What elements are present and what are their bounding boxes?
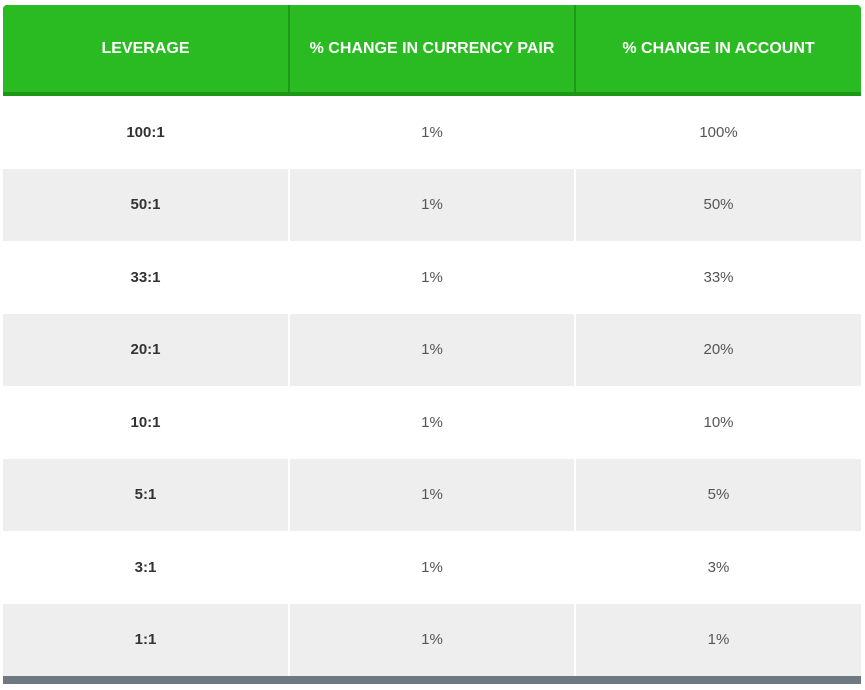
table-cell: 10:1: [130, 413, 161, 431]
table-cell: 50%: [574, 168, 861, 241]
leverage-table: LEVERAGE% CHANGE IN CURRENCY PAIR% CHANG…: [3, 5, 861, 684]
table-row: 3:1 1% 3%: [3, 531, 861, 604]
table-cell: 1%: [288, 386, 575, 459]
table-row: 1:1 1% 1%: [3, 603, 861, 676]
header-row: LEVERAGE% CHANGE IN CURRENCY PAIR% CHANG…: [3, 5, 861, 96]
table-cell: 33%: [574, 241, 861, 314]
table-cell: 100:1: [126, 123, 165, 141]
column-header: % CHANGE IN ACCOUNT: [574, 5, 861, 96]
table-cell: 3:1: [134, 558, 157, 576]
table-cell: 1%: [288, 94, 575, 169]
table-cell: 20%: [574, 313, 861, 386]
table-cell: 1%: [288, 531, 575, 604]
table-row: 20:1 1% 20%: [3, 313, 861, 386]
table-cell: 1%: [288, 603, 575, 676]
column-header: LEVERAGE: [3, 5, 289, 96]
table-cell: 3%: [574, 531, 861, 604]
table: LEVERAGE% CHANGE IN CURRENCY PAIR% CHANG…: [3, 5, 861, 676]
table-cell: 20:1: [3, 313, 289, 386]
table-cell: 10%: [574, 386, 861, 459]
table-cell: 50:1: [3, 168, 289, 241]
table-row: 100:1 1% 100%: [3, 94, 861, 169]
table-cell: 1%: [288, 241, 575, 314]
table-cell: 100%: [574, 94, 861, 169]
table-row: 10:1 1% 10%: [3, 386, 861, 459]
table-row: 33:1 1% 33%: [3, 241, 861, 314]
table-cell: 1%: [288, 313, 575, 386]
table-cell: 1%: [288, 168, 575, 241]
table-header: LEVERAGE% CHANGE IN CURRENCY PAIR% CHANG…: [3, 5, 861, 96]
table-footer-bar: [3, 676, 861, 684]
table-cell: 5:1: [3, 458, 289, 531]
table-row: 50:1 1% 50%: [3, 168, 861, 241]
table-cell: 1%: [288, 458, 575, 531]
table-cell: 1%: [574, 603, 861, 676]
table-cell: 1:1: [3, 603, 289, 676]
table-cell: 33:1: [130, 268, 161, 286]
column-header: % CHANGE IN CURRENCY PAIR: [288, 5, 575, 96]
table-cell: 5%: [574, 458, 861, 531]
table-body: 100:1 1% 100% 50:1 1% 50% 33:1 1% 33% 20:1 1% 20% 10…: [3, 94, 861, 676]
table-row: 5:1 1% 5%: [3, 458, 861, 531]
